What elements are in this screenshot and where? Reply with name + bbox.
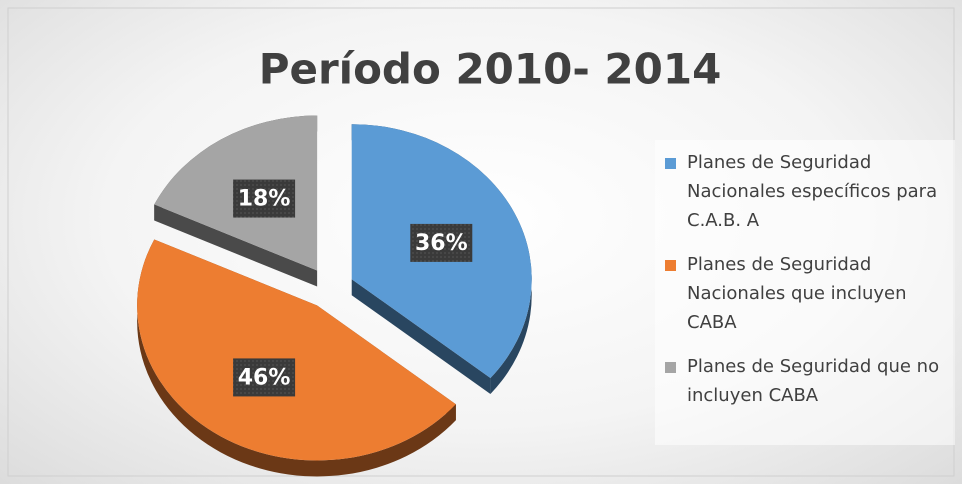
slice bbox=[137, 239, 456, 461]
legend-label: Planes de Seguridad que no incluyen CABA bbox=[687, 356, 940, 406]
data-label: 18% bbox=[238, 187, 291, 212]
data-label: 46% bbox=[238, 365, 291, 390]
data-label-box bbox=[233, 179, 296, 218]
legend-label: Planes de Seguridad Nacionales específic… bbox=[687, 152, 938, 231]
legend-swatch bbox=[665, 362, 676, 373]
legend-swatch bbox=[665, 158, 676, 169]
slice-wall bbox=[351, 279, 491, 395]
legend-label: Planes de Seguridad Nacionales que inclu… bbox=[687, 254, 907, 333]
data-label-box bbox=[410, 223, 473, 262]
slice-wall bbox=[154, 204, 318, 287]
pie: 36% 46% 18% bbox=[137, 115, 532, 477]
data-label: 36% bbox=[415, 231, 468, 256]
legend-swatch bbox=[665, 260, 676, 271]
legend-item: Planes de Seguridad Nacionales que inclu… bbox=[665, 250, 952, 337]
chart-title: Período 2010- 2014 bbox=[259, 45, 722, 94]
data-label-box bbox=[233, 358, 296, 397]
legend-item: Planes de Seguridad que no incluyen CABA bbox=[665, 352, 952, 410]
legend: Planes de Seguridad Nacionales específic… bbox=[655, 140, 955, 445]
legend-item: Planes de Seguridad Nacionales específic… bbox=[665, 148, 952, 235]
